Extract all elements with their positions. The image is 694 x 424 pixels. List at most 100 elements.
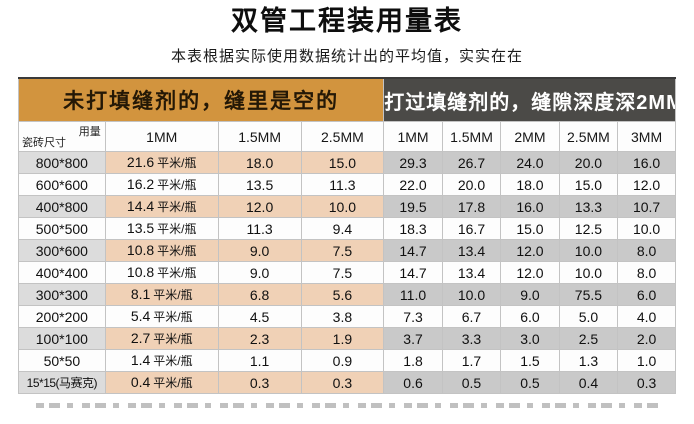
value-cell: 13.4 <box>441 239 502 262</box>
table-row: 600*600 16.2 平米/瓶 13.5 11.3 22.0 20.0 18.… <box>18 173 676 196</box>
corner-usage-label: 用量 <box>78 126 101 138</box>
value-cell: 10.8 平米/瓶 <box>104 261 219 284</box>
value: 13.5 <box>126 220 155 236</box>
value-cell: 16.7 <box>441 217 502 240</box>
value: 5.4 <box>130 308 151 324</box>
corner-cell: 用量 瓷砖尺寸 <box>18 121 106 152</box>
unit-label: 平米/瓶 <box>157 244 197 258</box>
unit-label: 平米/瓶 <box>157 156 197 170</box>
value-cell: 1.5 <box>500 349 560 372</box>
value-cell: 12.5 <box>558 217 619 240</box>
value-cell: 12.0 <box>217 195 302 218</box>
col-header-1-5mm-left: 1.5MM <box>217 121 302 152</box>
page-title: 双管工程装用量表 <box>231 6 463 36</box>
page-subtitle: 本表根据实际使用数据统计出的平均值，实实在在 <box>170 48 523 65</box>
size-cell: 400*400 <box>18 261 106 284</box>
value-cell: 9.0 <box>217 261 302 284</box>
value-cell: 2.5 <box>558 327 619 350</box>
table-body: 800*800 21.6 平米/瓶 18.0 15.0 29.3 26.7 24.… <box>18 151 676 394</box>
value-cell: 1.0 <box>617 349 676 372</box>
col-header-1-5mm-right: 1.5MM <box>441 121 502 152</box>
value: 14.4 <box>126 198 155 214</box>
table-row: 50*50 1.4 平米/瓶 1.1 0.9 1.8 1.7 1.5 1.3 1.… <box>18 349 676 372</box>
size-cell: 800*800 <box>18 151 106 174</box>
col-header-2mm-right: 2MM <box>500 121 560 152</box>
value-cell: 4.5 <box>217 305 302 328</box>
value-cell: 5.4 平米/瓶 <box>104 305 219 328</box>
unit-label: 平米/瓶 <box>157 178 197 192</box>
value-cell: 4.0 <box>617 305 676 328</box>
value-cell: 7.5 <box>300 239 385 262</box>
value-cell: 20.0 <box>441 173 502 196</box>
table-row: 100*100 2.7 平米/瓶 2.3 1.9 3.7 3.3 3.0 2.5 … <box>18 327 676 350</box>
value-cell: 75.5 <box>558 283 619 306</box>
value-cell: 13.5 <box>217 173 302 196</box>
value-cell: 13.5 平米/瓶 <box>104 217 219 240</box>
value-cell: 3.8 <box>300 305 385 328</box>
value-cell: 19.5 <box>383 195 443 218</box>
value-cell: 6.0 <box>617 283 676 306</box>
size-cell: 600*600 <box>18 173 106 196</box>
value-cell: 18.0 <box>217 151 302 174</box>
col-header-1mm-right: 1MM <box>383 121 443 152</box>
value-cell: 12.0 <box>617 173 676 196</box>
value: 10.8 <box>126 264 155 280</box>
value-cell: 20.0 <box>558 151 619 174</box>
size-cell: 200*200 <box>18 305 106 328</box>
unit-label: 平米/瓶 <box>153 332 193 346</box>
value-cell: 0.3 <box>300 371 385 394</box>
unit-label: 平米/瓶 <box>153 376 193 390</box>
value-cell: 13.3 <box>558 195 619 218</box>
value-cell: 0.3 <box>617 371 676 394</box>
value-cell: 8.1 平米/瓶 <box>104 283 219 306</box>
table-row: 500*500 13.5 平米/瓶 11.3 9.4 18.3 16.7 15.0… <box>18 217 676 240</box>
value-cell: 11.3 <box>217 217 302 240</box>
value-cell: 8.0 <box>617 261 676 284</box>
value-cell: 8.0 <box>617 239 676 262</box>
unit-label: 平米/瓶 <box>153 354 193 368</box>
value-cell: 2.0 <box>617 327 676 350</box>
group-header-row: 未打填缝剂的，缝里是空的 打过填缝剂的，缝隙深度深2MM <box>17 77 676 122</box>
table-row: 200*200 5.4 平米/瓶 4.5 3.8 7.3 6.7 6.0 5.0 … <box>18 305 676 328</box>
table-row: 400*800 14.4 平米/瓶 12.0 10.0 19.5 17.8 16.… <box>18 195 676 218</box>
value-cell: 9.0 <box>217 239 302 262</box>
size-cell: 50*50 <box>18 349 106 372</box>
column-header-row: 用量 瓷砖尺寸 1MM 1.5MM 2.5MM 1MM 1.5MM 2MM 2.… <box>18 121 676 152</box>
value-cell: 1.7 <box>441 349 502 372</box>
value-cell: 1.1 <box>217 349 302 372</box>
table-row: 300*600 10.8 平米/瓶 9.0 7.5 14.7 13.4 12.0 … <box>18 239 676 262</box>
value-cell: 11.3 <box>300 173 385 196</box>
group-header-grouted: 打过填缝剂的，缝隙深度深2MM <box>383 77 676 122</box>
value-cell: 26.7 <box>441 151 502 174</box>
value-cell: 3.0 <box>500 327 560 350</box>
value-cell: 15.0 <box>500 217 560 240</box>
value-cell: 0.6 <box>383 371 443 394</box>
value-cell: 7.3 <box>383 305 443 328</box>
value-cell: 22.0 <box>383 173 443 196</box>
value-cell: 13.4 <box>441 261 502 284</box>
clipped-footer-text-line <box>36 403 664 408</box>
value-cell: 15.0 <box>300 151 385 174</box>
value-cell: 10.0 <box>300 195 385 218</box>
value-cell: 18.0 <box>500 173 560 196</box>
value-cell: 3.3 <box>441 327 502 350</box>
value-cell: 11.0 <box>383 283 443 306</box>
value-cell: 1.3 <box>558 349 619 372</box>
unit-label: 平米/瓶 <box>153 310 193 324</box>
size-cell: 100*100 <box>18 327 106 350</box>
table-row: 800*800 21.6 平米/瓶 18.0 15.0 29.3 26.7 24.… <box>18 151 676 174</box>
value-cell: 21.6 平米/瓶 <box>104 151 219 174</box>
table-row: 400*400 10.8 平米/瓶 9.0 7.5 14.7 13.4 12.0 … <box>18 261 676 284</box>
value-cell: 5.0 <box>558 305 619 328</box>
value-cell: 1.4 平米/瓶 <box>104 349 219 372</box>
col-header-1mm-left: 1MM <box>104 121 219 152</box>
value-cell: 2.3 <box>217 327 302 350</box>
usage-table: 未打填缝剂的，缝里是空的 打过填缝剂的，缝隙深度深2MM 用量 瓷砖尺寸 1MM… <box>17 77 676 394</box>
value-cell: 17.8 <box>441 195 502 218</box>
value-cell: 12.0 <box>500 261 560 284</box>
value-cell: 15.0 <box>558 173 619 196</box>
col-header-3mm-right: 3MM <box>617 121 676 152</box>
value-cell: 16.2 平米/瓶 <box>104 173 219 196</box>
value-cell: 10.0 <box>441 283 502 306</box>
value-cell: 18.3 <box>383 217 443 240</box>
